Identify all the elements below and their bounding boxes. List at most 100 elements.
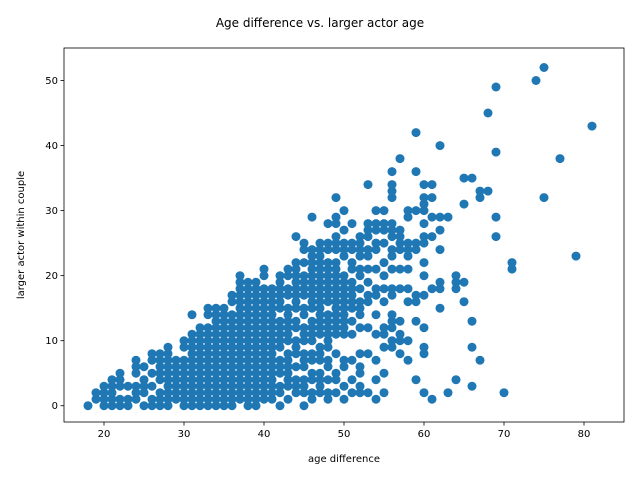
data-point bbox=[283, 310, 293, 320]
data-point bbox=[339, 271, 349, 281]
data-point bbox=[315, 342, 325, 352]
data-point bbox=[275, 297, 285, 307]
data-point bbox=[251, 349, 261, 359]
data-point bbox=[331, 290, 341, 300]
data-point bbox=[339, 251, 349, 261]
data-point bbox=[459, 297, 469, 307]
data-point bbox=[275, 303, 285, 313]
data-point bbox=[331, 284, 341, 294]
data-point bbox=[387, 284, 397, 294]
data-point bbox=[403, 251, 413, 261]
data-point bbox=[307, 368, 317, 378]
data-point bbox=[323, 329, 333, 339]
data-point bbox=[227, 310, 237, 320]
data-point bbox=[387, 251, 397, 261]
data-point bbox=[299, 362, 309, 372]
data-point bbox=[347, 264, 357, 274]
data-point bbox=[219, 368, 229, 378]
data-point bbox=[355, 368, 365, 378]
data-point bbox=[331, 245, 341, 255]
data-point bbox=[139, 381, 149, 391]
data-point bbox=[379, 342, 389, 352]
data-point bbox=[315, 277, 325, 287]
x-tick-label: 50 bbox=[338, 429, 351, 440]
data-point bbox=[379, 271, 389, 281]
data-point bbox=[307, 290, 317, 300]
data-point bbox=[291, 303, 301, 313]
data-point bbox=[307, 264, 317, 274]
data-point bbox=[195, 342, 205, 352]
data-point bbox=[195, 381, 205, 391]
data-point bbox=[307, 349, 317, 359]
data-point bbox=[131, 368, 141, 378]
data-point bbox=[331, 219, 341, 229]
data-point bbox=[427, 212, 437, 222]
data-point bbox=[395, 284, 405, 294]
data-point bbox=[283, 316, 293, 326]
data-point bbox=[267, 375, 277, 385]
data-point bbox=[323, 219, 333, 229]
data-point bbox=[387, 186, 397, 196]
data-point bbox=[219, 336, 229, 346]
data-point bbox=[371, 238, 381, 248]
data-point bbox=[379, 323, 389, 333]
data-point bbox=[211, 375, 221, 385]
data-point bbox=[195, 355, 205, 365]
data-point bbox=[379, 206, 389, 216]
data-point bbox=[139, 375, 149, 385]
data-point bbox=[211, 323, 221, 333]
data-point bbox=[115, 375, 125, 385]
data-point bbox=[339, 303, 349, 313]
data-point bbox=[243, 388, 253, 398]
data-point bbox=[363, 251, 373, 261]
data-point bbox=[147, 349, 157, 359]
data-point bbox=[259, 264, 269, 274]
data-point bbox=[171, 381, 181, 391]
data-point bbox=[395, 336, 405, 346]
data-point bbox=[171, 355, 181, 365]
data-point bbox=[203, 401, 213, 411]
data-point bbox=[219, 342, 229, 352]
data-point bbox=[291, 297, 301, 307]
data-point bbox=[395, 264, 405, 274]
data-point bbox=[299, 303, 309, 313]
data-point bbox=[187, 394, 197, 404]
data-point bbox=[171, 368, 181, 378]
data-point bbox=[419, 342, 429, 352]
data-point bbox=[219, 329, 229, 339]
data-point bbox=[371, 310, 381, 320]
data-point bbox=[387, 310, 397, 320]
data-point bbox=[491, 232, 501, 242]
data-point bbox=[411, 245, 421, 255]
data-point bbox=[307, 329, 317, 339]
data-point bbox=[259, 271, 269, 281]
data-point bbox=[275, 342, 285, 352]
data-point bbox=[363, 225, 373, 235]
data-point bbox=[435, 245, 445, 255]
data-point bbox=[219, 401, 229, 411]
data-point bbox=[275, 388, 285, 398]
data-point bbox=[419, 258, 429, 268]
data-point bbox=[131, 362, 141, 372]
data-point bbox=[291, 349, 301, 359]
data-point bbox=[219, 323, 229, 333]
data-point bbox=[379, 225, 389, 235]
data-point bbox=[531, 76, 541, 85]
data-point bbox=[443, 212, 453, 222]
data-point bbox=[235, 310, 245, 320]
data-point bbox=[187, 368, 197, 378]
data-point bbox=[507, 258, 517, 268]
data-point bbox=[371, 245, 381, 255]
data-point bbox=[227, 362, 237, 372]
data-point bbox=[411, 206, 421, 216]
data-point bbox=[435, 303, 445, 313]
data-point bbox=[395, 225, 405, 235]
data-point bbox=[371, 290, 381, 300]
data-point bbox=[203, 323, 213, 333]
data-point bbox=[419, 290, 429, 300]
data-point bbox=[411, 375, 421, 385]
data-point bbox=[267, 329, 277, 339]
data-point bbox=[243, 342, 253, 352]
data-point bbox=[315, 349, 325, 359]
data-point bbox=[347, 355, 357, 365]
